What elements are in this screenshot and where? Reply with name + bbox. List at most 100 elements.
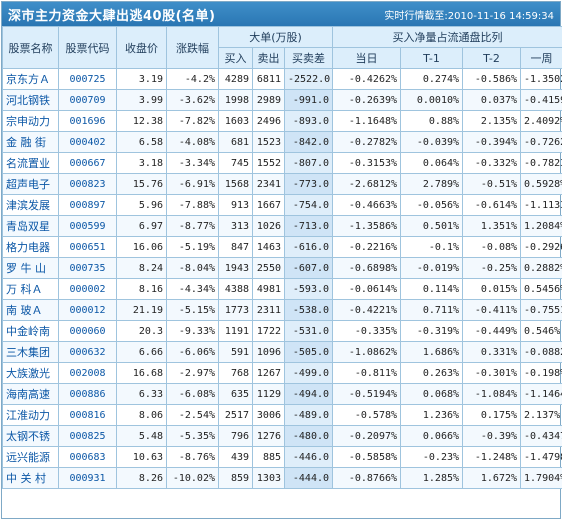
net-volume: -480.0 bbox=[283, 425, 334, 447]
ratio-t2: -0.51% bbox=[462, 173, 522, 195]
col-code: 股票代码 bbox=[58, 26, 117, 69]
ratio-week: -0.0882% bbox=[520, 341, 562, 363]
buy-volume: 796 bbox=[218, 425, 253, 447]
ratio-today: -0.2097% bbox=[332, 425, 402, 447]
stock-name[interactable]: 津滨发展 bbox=[2, 194, 59, 216]
stock-code[interactable]: 000823 bbox=[58, 173, 117, 195]
ratio-week: -1.3502% bbox=[520, 68, 562, 90]
stock-code[interactable]: 001696 bbox=[58, 110, 117, 132]
close-price: 16.06 bbox=[116, 236, 167, 258]
col-t1: T-1 bbox=[400, 47, 464, 69]
ratio-t2: -0.614% bbox=[462, 194, 522, 216]
ratio-t2: 0.331% bbox=[462, 341, 522, 363]
table-row: 河北钢铁 000709 3.99 -3.62% 1998 2989 -991.0 -0.263… bbox=[2, 89, 562, 111]
stock-name[interactable]: 金 融 街 bbox=[2, 131, 59, 153]
ratio-today: -0.6898% bbox=[332, 257, 402, 279]
stock-code[interactable]: 000002 bbox=[58, 278, 117, 300]
stock-name[interactable]: 青岛双星 bbox=[2, 215, 59, 237]
stock-name[interactable]: 罗 牛 山 bbox=[2, 257, 59, 279]
stock-name[interactable]: 三木集团 bbox=[2, 341, 59, 363]
stock-name[interactable]: 京东方Ａ bbox=[2, 68, 59, 90]
net-volume: -773.0 bbox=[283, 173, 334, 195]
buy-volume: 635 bbox=[218, 383, 253, 405]
net-volume: -713.0 bbox=[283, 215, 334, 237]
stock-code[interactable]: 000816 bbox=[58, 404, 117, 426]
stock-name[interactable]: 格力电器 bbox=[2, 236, 59, 258]
stock-name[interactable]: 江淮动力 bbox=[2, 404, 59, 426]
ratio-t2: 1.351% bbox=[462, 215, 522, 237]
col-sell: 卖出 bbox=[252, 47, 285, 69]
stock-code[interactable]: 000735 bbox=[58, 257, 117, 279]
buy-volume: 2517 bbox=[218, 404, 253, 426]
col-big-order: 大单(万股) bbox=[217, 26, 334, 48]
stock-name[interactable]: 中 关 村 bbox=[2, 467, 59, 489]
col-diff: 买卖差 bbox=[283, 47, 334, 69]
col-change: 涨跌幅 bbox=[166, 26, 219, 69]
stock-name[interactable]: 万 科Ａ bbox=[2, 278, 59, 300]
net-volume: -489.0 bbox=[283, 404, 334, 426]
stock-name[interactable]: 中金岭南 bbox=[2, 320, 59, 342]
stock-code[interactable]: 000683 bbox=[58, 446, 117, 468]
ratio-t1: -0.1% bbox=[400, 236, 464, 258]
stock-code[interactable]: 000651 bbox=[58, 236, 117, 258]
stock-name[interactable]: 远兴能源 bbox=[2, 446, 59, 468]
close-price: 8.06 bbox=[116, 404, 167, 426]
stock-code[interactable]: 000667 bbox=[58, 152, 117, 174]
ratio-t1: 2.789% bbox=[400, 173, 464, 195]
net-volume: -991.0 bbox=[283, 89, 334, 111]
ratio-week: -0.7551% bbox=[520, 299, 562, 321]
ratio-today: -0.5194% bbox=[332, 383, 402, 405]
sell-volume: 1129 bbox=[252, 383, 285, 405]
close-price: 5.96 bbox=[116, 194, 167, 216]
change-pct: -9.33% bbox=[166, 320, 219, 342]
net-volume: -505.0 bbox=[283, 341, 334, 363]
stock-name[interactable]: 宗申动力 bbox=[2, 110, 59, 132]
col-ratio: 买入净量占流通盘比列 bbox=[332, 26, 562, 48]
col-name: 股票名称 bbox=[2, 26, 59, 69]
stock-code[interactable]: 000599 bbox=[58, 215, 117, 237]
ratio-today: -0.8766% bbox=[332, 467, 402, 489]
close-price: 8.26 bbox=[116, 467, 167, 489]
stock-code[interactable]: 000060 bbox=[58, 320, 117, 342]
stock-code[interactable]: 000825 bbox=[58, 425, 117, 447]
ratio-t1: 0.263% bbox=[400, 362, 464, 384]
close-price: 3.18 bbox=[116, 152, 167, 174]
close-price: 20.3 bbox=[116, 320, 167, 342]
stock-code[interactable]: 000402 bbox=[58, 131, 117, 153]
change-pct: -8.76% bbox=[166, 446, 219, 468]
stock-code[interactable]: 000886 bbox=[58, 383, 117, 405]
buy-volume: 745 bbox=[218, 152, 253, 174]
stock-code[interactable]: 000897 bbox=[58, 194, 117, 216]
stock-code[interactable]: 000012 bbox=[58, 299, 117, 321]
table-row: 江淮动力 000816 8.06 -2.54% 2517 3006 -489.0 -0.578… bbox=[2, 404, 562, 426]
realtime-timestamp: 实时行情截至:2010-11-16 14:59:34 bbox=[384, 10, 554, 22]
ratio-week: 0.546% bbox=[520, 320, 562, 342]
change-pct: -4.08% bbox=[166, 131, 219, 153]
table-row: 罗 牛 山 000735 8.24 -8.04% 1943 2550 -607.0 -0.68… bbox=[2, 257, 562, 279]
close-price: 5.48 bbox=[116, 425, 167, 447]
table-row: 青岛双星 000599 6.97 -8.77% 313 1026 -713.0 -1.3586… bbox=[2, 215, 562, 237]
net-volume: -842.0 bbox=[283, 131, 334, 153]
ratio-today: -1.0862% bbox=[332, 341, 402, 363]
net-volume: -593.0 bbox=[283, 278, 334, 300]
ratio-today: -2.6812% bbox=[332, 173, 402, 195]
sell-volume: 3006 bbox=[252, 404, 285, 426]
buy-volume: 4289 bbox=[218, 68, 253, 90]
stock-code[interactable]: 000709 bbox=[58, 89, 117, 111]
stock-name[interactable]: 海南高速 bbox=[2, 383, 59, 405]
stock-name[interactable]: 名流置业 bbox=[2, 152, 59, 174]
sell-volume: 4981 bbox=[252, 278, 285, 300]
ratio-today: -0.0614% bbox=[332, 278, 402, 300]
stock-name[interactable]: 河北钢铁 bbox=[2, 89, 59, 111]
stock-name[interactable]: 南 玻Ａ bbox=[2, 299, 59, 321]
stock-name[interactable]: 太钢不锈 bbox=[2, 425, 59, 447]
stock-code[interactable]: 000931 bbox=[58, 467, 117, 489]
stock-code[interactable]: 000725 bbox=[58, 68, 117, 90]
stock-code[interactable]: 002008 bbox=[58, 362, 117, 384]
net-volume: -538.0 bbox=[283, 299, 334, 321]
close-price: 16.68 bbox=[116, 362, 167, 384]
stock-name[interactable]: 超声电子 bbox=[2, 173, 59, 195]
stock-name[interactable]: 大族激光 bbox=[2, 362, 59, 384]
stock-code[interactable]: 000632 bbox=[58, 341, 117, 363]
